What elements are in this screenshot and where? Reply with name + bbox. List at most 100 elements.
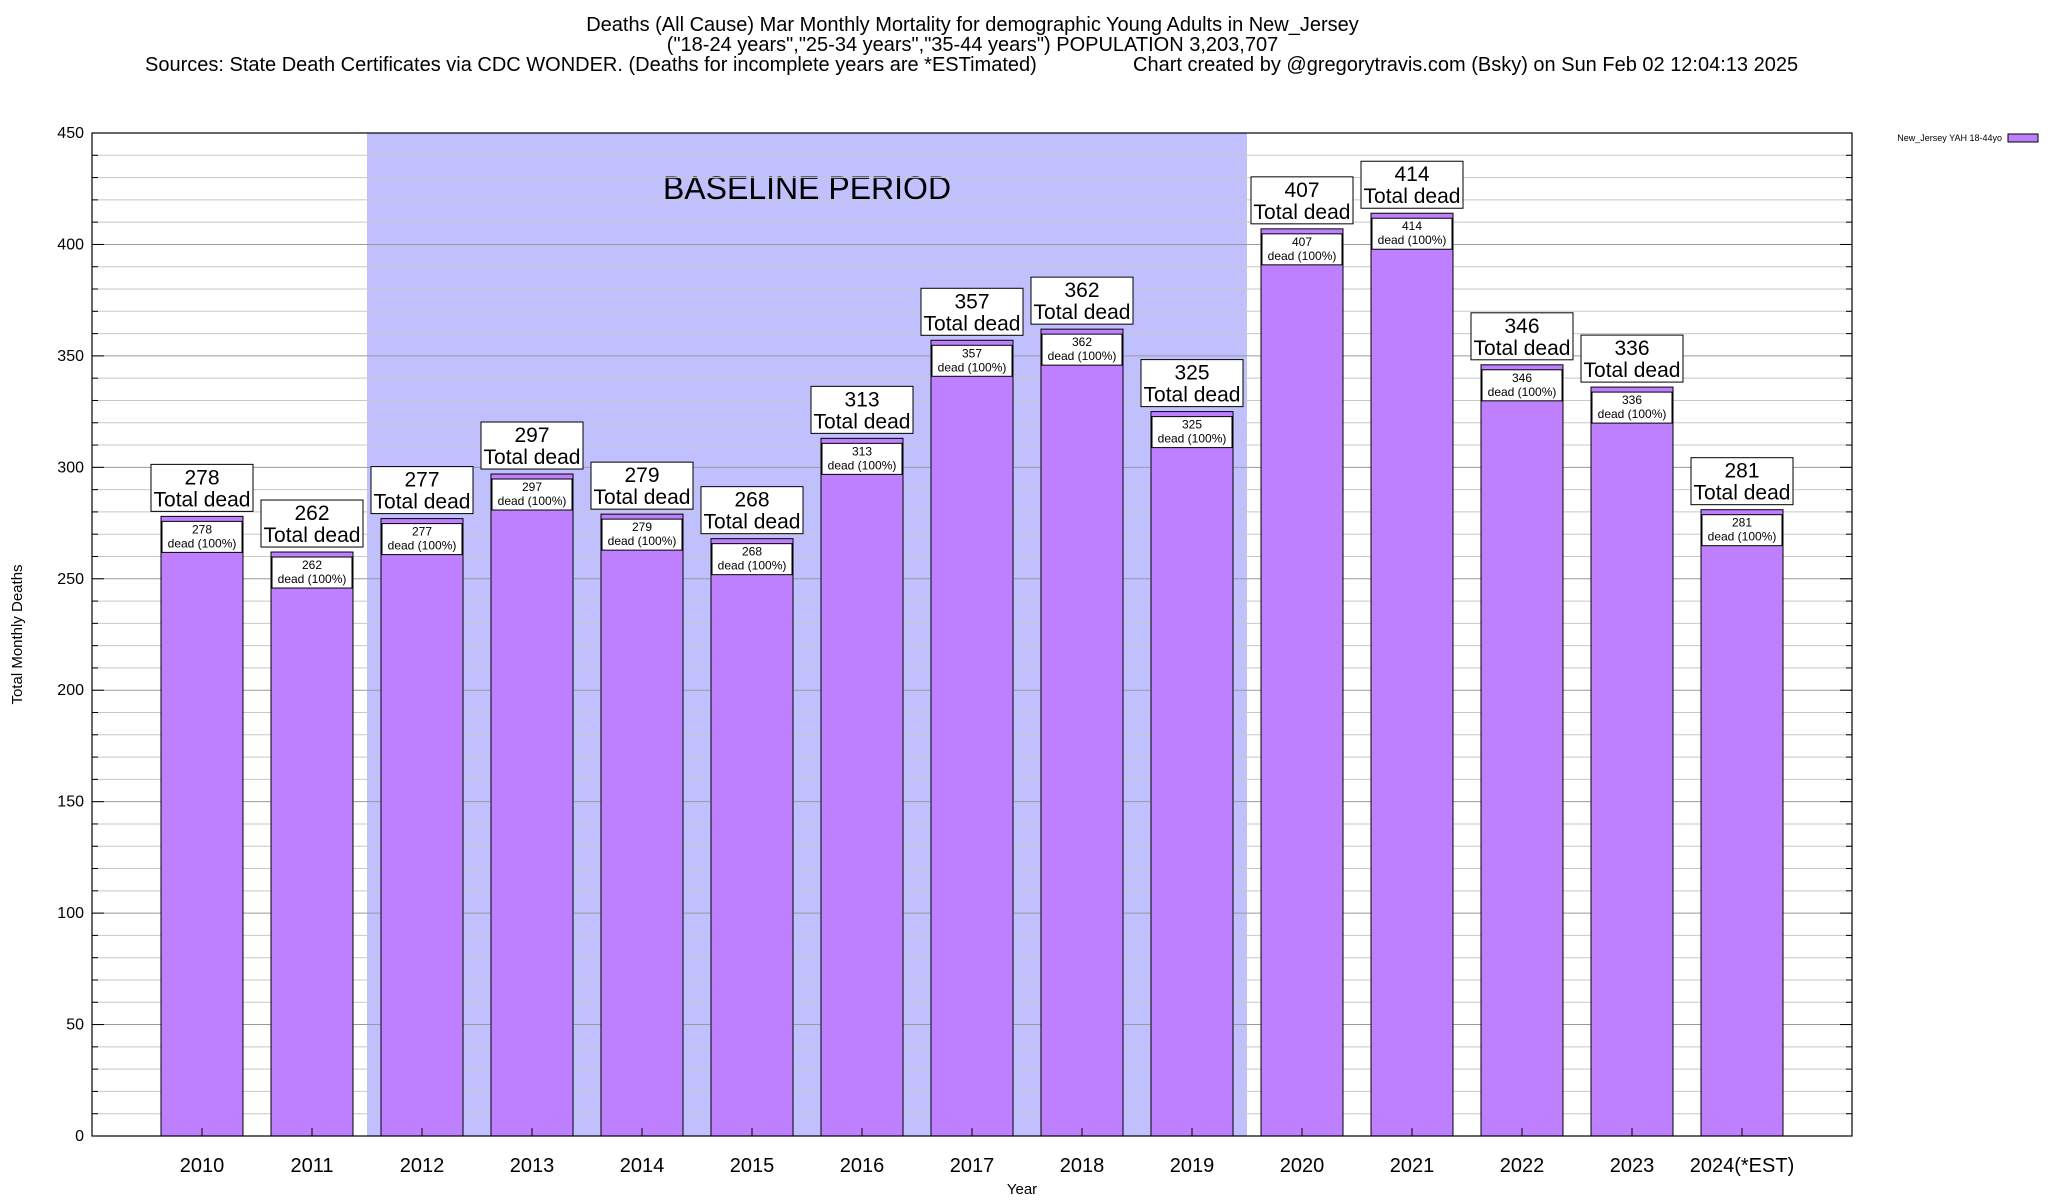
total-label-value: 313 [844,388,879,411]
y-tick-label: 200 [57,682,84,699]
total-label-value: 325 [1174,362,1209,385]
bar-2017 [930,339,1014,1137]
inner-label-text: dead (100%) [388,539,457,553]
total-label-box [150,463,254,512]
total-label-box [1580,334,1684,383]
inner-label-value: 362 [1072,335,1092,349]
inner-label-value: 313 [852,444,872,458]
inner-label-value: 346 [1512,371,1532,385]
total-label-box [810,385,914,434]
bar-2015 [710,538,794,1137]
x-tick-label: 2018 [1060,1155,1105,1177]
total-label-box [700,486,804,535]
inner-label-value: 278 [192,522,212,536]
x-tick-label: 2014 [620,1155,665,1177]
x-tick-label: 2022 [1500,1155,1545,1177]
bar-2023 [1590,386,1674,1137]
inner-label-value: 281 [1732,516,1752,530]
total-label-text: Total dead [1474,337,1571,360]
chart-subtitle: ("18-24 years","25-34 years","35-44 year… [666,34,1279,56]
total-label-box [480,421,584,470]
y-tick-label: 0 [75,1128,84,1145]
bar-2021 [1370,212,1454,1137]
inner-label-box [271,556,353,589]
inner-label-value: 297 [522,480,542,494]
chart-credit: Chart created by @gregorytravis.com (Bsk… [1133,54,1799,76]
total-label-text: Total dead [594,486,691,509]
inner-label-value: 279 [632,520,652,534]
bar-2022 [1480,364,1564,1137]
inner-label-value: 357 [962,346,982,360]
inner-label-text: dead (100%) [1158,432,1227,446]
inner-label-box [161,520,243,553]
inner-label-value: 262 [302,558,322,572]
inner-label-box [381,523,463,556]
inner-label-box [931,344,1013,377]
y-tick-label: 250 [57,571,84,588]
x-tick-label: 2021 [1390,1155,1435,1177]
inner-label-text: dead (100%) [1268,249,1337,263]
inner-label-value: 414 [1402,219,1422,233]
x-tick-label: 2015 [730,1155,775,1177]
total-label-box [1030,276,1134,325]
total-label-text: Total dead [1584,359,1681,382]
total-label-box [920,287,1024,336]
inner-label-text: dead (100%) [938,360,1007,374]
x-tick-label: 2024(*EST) [1690,1155,1795,1177]
bar-2010 [160,515,244,1137]
inner-label-value: 336 [1622,393,1642,407]
inner-label-box [601,518,683,551]
bar-2014 [600,513,684,1137]
x-tick-label: 2023 [1610,1155,1655,1177]
total-label-text: Total dead [1364,185,1461,208]
total-label-text: Total dead [484,446,581,469]
inner-label-text: dead (100%) [1708,530,1777,544]
inner-label-box [1591,391,1673,424]
total-label-value: 279 [624,464,659,487]
total-label-box [260,499,364,548]
total-label-value: 268 [734,489,769,512]
x-tick-label: 2010 [180,1155,225,1177]
inner-label-box [821,442,903,475]
y-axis-label: Total Monthly Deaths [9,564,26,704]
inner-label-text: dead (100%) [828,458,897,472]
inner-label-box [1371,217,1453,250]
total-label-text: Total dead [1254,201,1351,224]
inner-label-text: dead (100%) [608,534,677,548]
chart-title: Deaths (All Cause) Mar Monthly Mortality… [586,14,1359,36]
bar-2020 [1260,228,1344,1137]
inner-label-box [491,478,573,511]
inner-label-box [1261,233,1343,266]
total-label-text: Total dead [1694,482,1791,505]
inner-label-box [711,543,793,576]
total-label-value: 262 [294,502,329,525]
x-tick-label: 2012 [400,1155,445,1177]
total-label-text: Total dead [704,511,801,534]
inner-label-value: 407 [1292,235,1312,249]
total-label-value: 357 [954,290,989,313]
total-label-box [590,461,694,510]
y-tick-label: 100 [57,905,84,922]
plot-frame [91,132,1853,1137]
x-axis-label: Year [1007,1181,1037,1198]
total-label-box [1360,160,1464,209]
inner-label-box [1041,333,1123,366]
bar-2013 [490,473,574,1137]
chart-title-block: Deaths (All Cause) Mar Monthly Mortality… [0,12,2048,82]
total-label-text: Total dead [924,312,1021,335]
total-label-value: 278 [184,466,219,489]
y-tick-label: 450 [57,125,84,142]
inner-label-value: 325 [1182,418,1202,432]
y-tick-label: 350 [57,348,84,365]
total-label-value: 346 [1504,315,1539,338]
inner-label-text: dead (100%) [1048,349,1117,363]
total-label-text: Total dead [814,410,911,433]
total-label-value: 414 [1394,163,1429,186]
total-label-text: Total dead [154,488,251,511]
legend-swatch [2007,133,2039,143]
total-label-value: 336 [1614,337,1649,360]
total-label-box [1470,312,1574,361]
inner-label-box [1481,369,1563,402]
y-tick-label: 400 [57,236,84,253]
